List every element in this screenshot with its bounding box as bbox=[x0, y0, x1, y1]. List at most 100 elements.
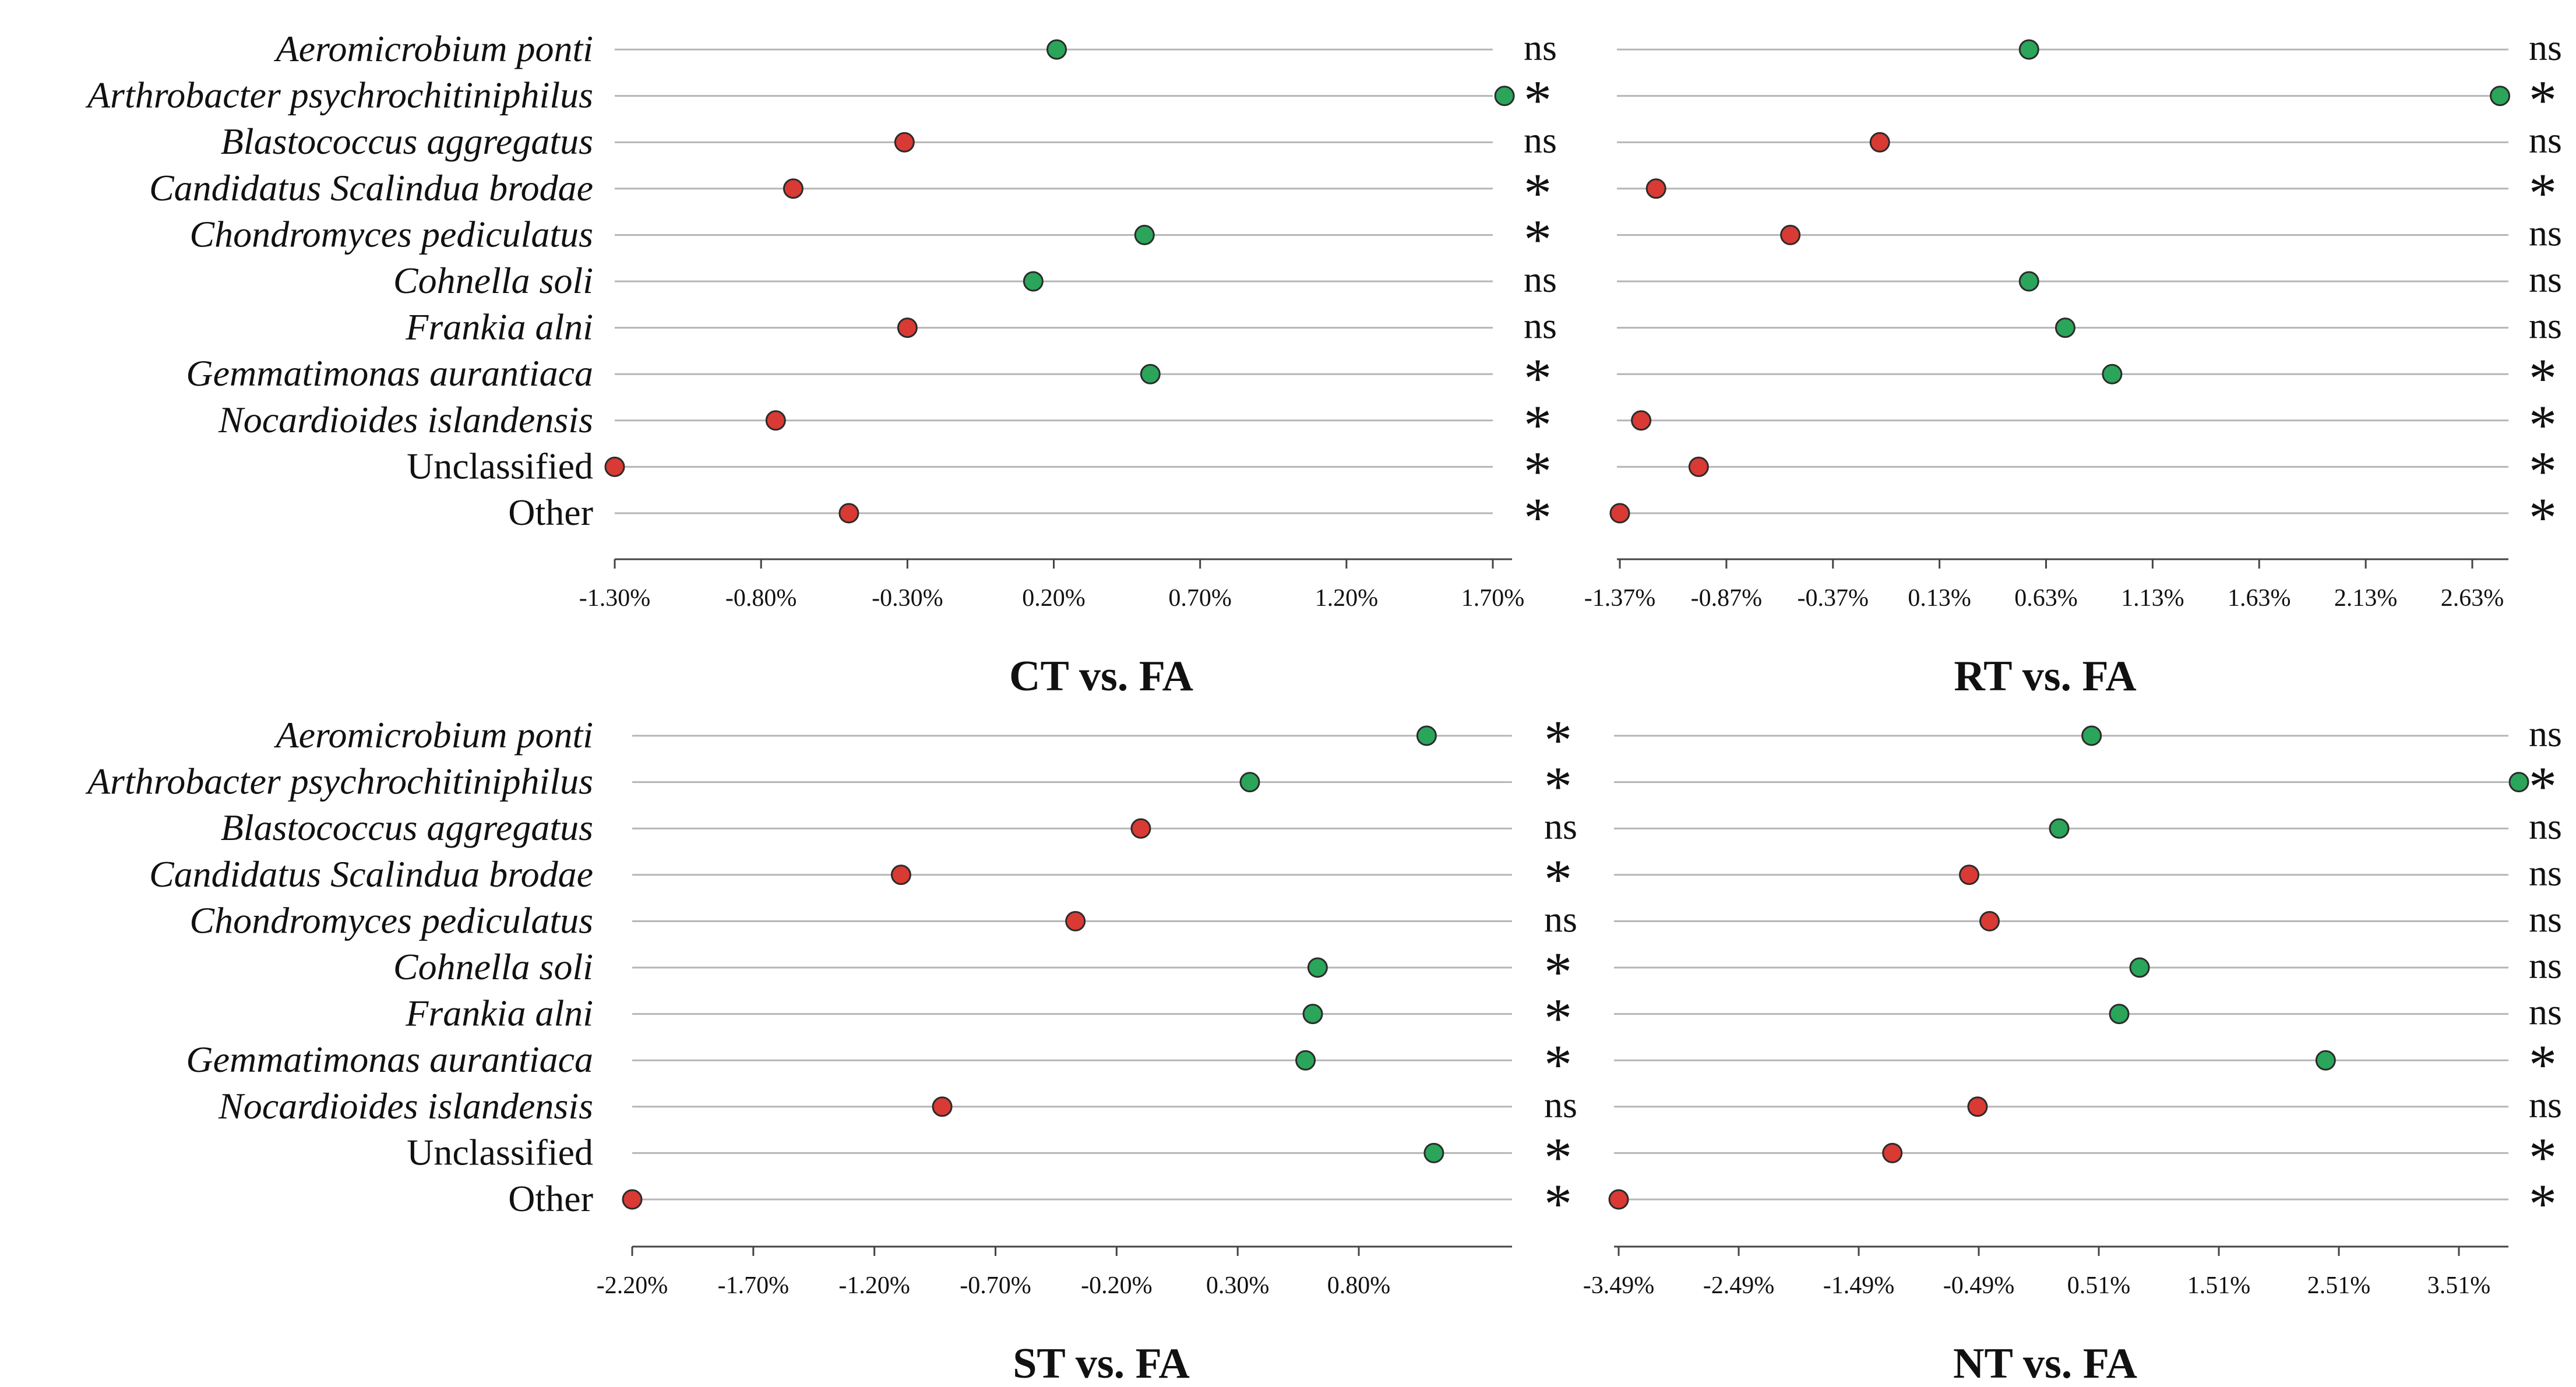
category-label: Candidatus Scalindua brodae bbox=[149, 853, 593, 895]
category-label: Cohnella soli bbox=[393, 260, 593, 301]
row-cohnella-soli: Cohnella soli * bbox=[393, 941, 1572, 1003]
panel-title: CT vs. FA bbox=[1009, 652, 1193, 700]
category-label: Blastococcus aggregatus bbox=[221, 807, 593, 848]
category-label: Aeromicrobium ponti bbox=[273, 714, 593, 756]
significance-label: * bbox=[1544, 1126, 1572, 1188]
row-nocardioides-islandensis: * bbox=[1617, 394, 2557, 456]
significance-label: * bbox=[2529, 394, 2557, 456]
significance-label: * bbox=[1544, 987, 1572, 1050]
x-tick-label: 1.70% bbox=[1461, 585, 1525, 612]
data-point bbox=[1046, 39, 1067, 60]
x-tick-label: 1.13% bbox=[2121, 585, 2184, 612]
x-tick-label: 0.20% bbox=[1022, 585, 1086, 612]
data-point bbox=[1608, 1189, 1629, 1210]
significance-label: * bbox=[1524, 440, 1552, 502]
significance-label: * bbox=[1524, 486, 1552, 549]
x-tick-label: 0.51% bbox=[2067, 1272, 2131, 1299]
data-point bbox=[1959, 864, 1980, 885]
x-tick-label: 3.51% bbox=[2427, 1272, 2491, 1299]
data-point bbox=[765, 410, 786, 431]
row-blastococcus-aggregatus: Blastococcus aggregatus ns bbox=[221, 119, 1557, 162]
data-point bbox=[1307, 957, 1328, 978]
data-point bbox=[1239, 772, 1260, 793]
row-arthrobacter-psychrochitiniphilus: * bbox=[1614, 756, 2557, 818]
row-candidatus-scalindua-brodae: ns bbox=[1614, 852, 2562, 894]
significance-label: * bbox=[1524, 347, 1552, 410]
data-point bbox=[1302, 1004, 1323, 1025]
data-point bbox=[2129, 957, 2150, 978]
significance-label: ns bbox=[1544, 898, 1577, 940]
row-cohnella-soli: ns bbox=[1617, 259, 2562, 300]
data-point bbox=[1688, 456, 1709, 477]
row-frankia-alni: ns bbox=[1614, 991, 2562, 1033]
row-chondromyces-pediculatus: ns bbox=[1614, 898, 2562, 940]
row-aeromicrobium-ponti: ns bbox=[1614, 713, 2562, 754]
row-blastococcus-aggregatus: ns bbox=[1614, 806, 2562, 847]
x-tick-label: -0.80% bbox=[725, 585, 797, 612]
x-tick-label: 1.63% bbox=[2228, 585, 2291, 612]
x-tick-label: -0.30% bbox=[872, 585, 943, 612]
category-label: Nocardioides islandensis bbox=[218, 1085, 593, 1127]
row-chondromyces-pediculatus: Chondromyces pediculatus * bbox=[189, 208, 1552, 270]
x-tick-label: -1.30% bbox=[579, 585, 650, 612]
data-point bbox=[2109, 1004, 2130, 1025]
panel-ct-vs-fa: Aeromicrobium ponti ns Arthrobacter psychr… bbox=[85, 27, 1557, 700]
category-label: Arthrobacter psychrochitiniphilus bbox=[85, 75, 593, 116]
significance-label: * bbox=[1524, 208, 1552, 270]
category-label: Frankia alni bbox=[405, 993, 593, 1034]
row-gemmatimonas-aurantiaca: * bbox=[1614, 1033, 2557, 1096]
data-point bbox=[2102, 363, 2123, 384]
category-label: Cohnella soli bbox=[393, 946, 593, 987]
row-nocardioides-islandensis: Nocardioides islandensis ns bbox=[218, 1084, 1577, 1127]
row-aeromicrobium-ponti: ns bbox=[1617, 27, 2562, 68]
data-point bbox=[1130, 818, 1151, 839]
significance-label: ns bbox=[2529, 119, 2562, 161]
row-unclassified: Unclassified * bbox=[407, 440, 1552, 502]
data-point bbox=[2490, 86, 2511, 107]
row-nocardioides-islandensis: ns bbox=[1614, 1084, 2562, 1125]
significance-label: * bbox=[2529, 69, 2557, 132]
data-point bbox=[1423, 1142, 1444, 1163]
x-tick-label: 0.30% bbox=[1206, 1272, 1270, 1299]
row-aeromicrobium-ponti: Aeromicrobium ponti ns bbox=[273, 27, 1556, 69]
panel-title: RT vs. FA bbox=[1954, 652, 2136, 700]
x-tick-label: -1.37% bbox=[1584, 585, 1655, 612]
data-point bbox=[1645, 178, 1666, 199]
row-gemmatimonas-aurantiaca: Gemmatimonas aurantiaca * bbox=[186, 347, 1552, 410]
significance-label: * bbox=[1544, 1173, 1572, 1235]
significance-label: * bbox=[1544, 709, 1572, 771]
significance-label: * bbox=[2529, 1033, 2557, 1096]
row-other: Other * bbox=[508, 486, 1552, 549]
row-chondromyces-pediculatus: ns bbox=[1617, 212, 2562, 253]
data-point bbox=[890, 864, 911, 885]
x-tick-label: -3.49% bbox=[1583, 1272, 1654, 1299]
data-point bbox=[1023, 271, 1044, 292]
x-tick-label: 1.51% bbox=[2187, 1272, 2251, 1299]
row-unclassified: Unclassified * bbox=[407, 1126, 1572, 1188]
category-label: Candidatus Scalindua brodae bbox=[149, 167, 593, 209]
significance-label: * bbox=[2529, 486, 2557, 549]
data-point bbox=[2315, 1050, 2336, 1071]
significance-label: ns bbox=[1524, 27, 1557, 68]
row-frankia-alni: Frankia alni * bbox=[405, 987, 1572, 1050]
category-label: Nocardioides islandensis bbox=[218, 399, 593, 440]
significance-label: ns bbox=[2529, 852, 2562, 894]
category-label: Frankia alni bbox=[405, 306, 593, 348]
category-label: Gemmatimonas aurantiaca bbox=[186, 352, 593, 394]
data-point bbox=[932, 1096, 953, 1117]
significance-label: * bbox=[1524, 69, 1552, 132]
x-axis: -3.49% -2.49% -1.49% -0.49% 0.51% 1.51% 2.51% 3… bbox=[1583, 1245, 2508, 1299]
row-other: Other * bbox=[508, 1173, 1572, 1235]
row-arthrobacter-psychrochitiniphilus: Arthrobacter psychrochitiniphilus * bbox=[85, 756, 1572, 818]
significance-label: * bbox=[1524, 162, 1552, 224]
significance-label: * bbox=[1524, 394, 1552, 456]
data-point bbox=[2081, 725, 2102, 746]
panel-title: ST vs. FA bbox=[1013, 1340, 1190, 1387]
data-point bbox=[2018, 39, 2039, 60]
significance-label: ns bbox=[1524, 259, 1557, 300]
row-candidatus-scalindua-brodae: Candidatus Scalindua brodae * bbox=[149, 848, 1572, 910]
category-label: Gemmatimonas aurantiaca bbox=[186, 1039, 593, 1080]
row-frankia-alni: ns bbox=[1617, 305, 2562, 347]
significance-label: ns bbox=[2529, 305, 2562, 347]
row-aeromicrobium-ponti: Aeromicrobium ponti * bbox=[273, 709, 1572, 771]
